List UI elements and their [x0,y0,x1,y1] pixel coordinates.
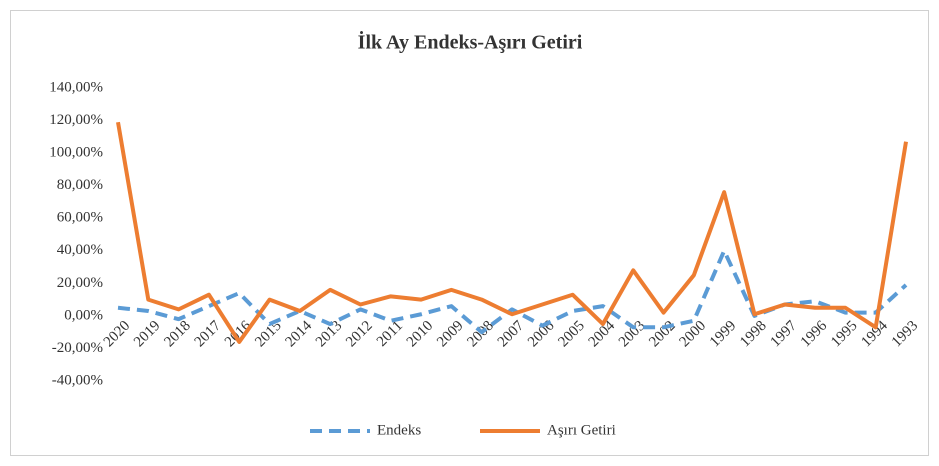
chart-title: İlk Ay Endeks-Aşırı Getiri [358,30,583,54]
y-tick-label: 140,00% [49,79,103,95]
legend-label: Aşırı Getiri [547,422,616,438]
y-tick-label: 80,00% [57,177,103,193]
chart-border [10,10,929,456]
y-tick-label: -40,00% [52,372,103,388]
legend-label: Endeks [377,422,421,438]
y-tick-label: 60,00% [57,210,103,226]
series-line [116,121,908,344]
y-tick-label: -20,00% [52,340,103,356]
y-tick-label: 100,00% [49,145,103,161]
y-tick-label: 120,00% [49,112,103,128]
y-tick-label: 20,00% [57,275,103,291]
series-line [117,248,908,335]
y-tick-label: 40,00% [57,242,103,258]
y-tick-label: 0,00% [64,307,103,323]
